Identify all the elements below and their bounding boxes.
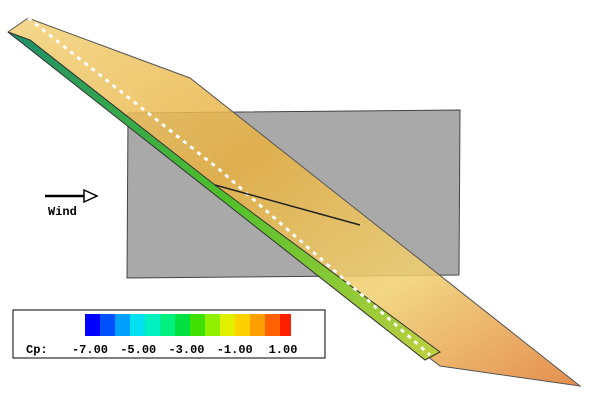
legend-tick-label: 1.00	[269, 343, 298, 357]
swatch	[280, 314, 291, 336]
legend-tick-label: -3.00	[168, 343, 204, 357]
legend-tick-label: -5.00	[120, 343, 156, 357]
legend-tick-label: -7.00	[72, 343, 108, 357]
wind-arrow: Wind	[45, 188, 99, 219]
wing-leading-edge	[7, 31, 441, 361]
wing-kink	[214, 184, 361, 226]
swatch	[160, 314, 175, 336]
swatch	[265, 314, 280, 336]
swatch	[100, 314, 115, 336]
swatch	[175, 314, 190, 336]
swatch	[190, 314, 205, 336]
swatch	[220, 314, 235, 336]
arrow-head	[83, 188, 99, 204]
swatch	[205, 314, 220, 336]
swatch	[250, 314, 265, 336]
wing-mesh-edge	[27, 16, 431, 357]
swatch	[85, 314, 100, 336]
swatch	[130, 314, 145, 336]
wind-label: Wind	[48, 205, 77, 219]
legend-ticks: -7.00 -5.00 -3.00 -1.00 1.00	[72, 343, 297, 357]
swatch	[115, 314, 130, 336]
swatch	[235, 314, 250, 336]
legend-tick-label: -1.00	[217, 343, 253, 357]
colorbar	[85, 314, 291, 336]
legend: Cp: -7.00 -5.00 -3.00 -1.00 1.00	[12, 309, 326, 359]
legend-label: Cp:	[26, 343, 48, 357]
swatch	[145, 314, 160, 336]
